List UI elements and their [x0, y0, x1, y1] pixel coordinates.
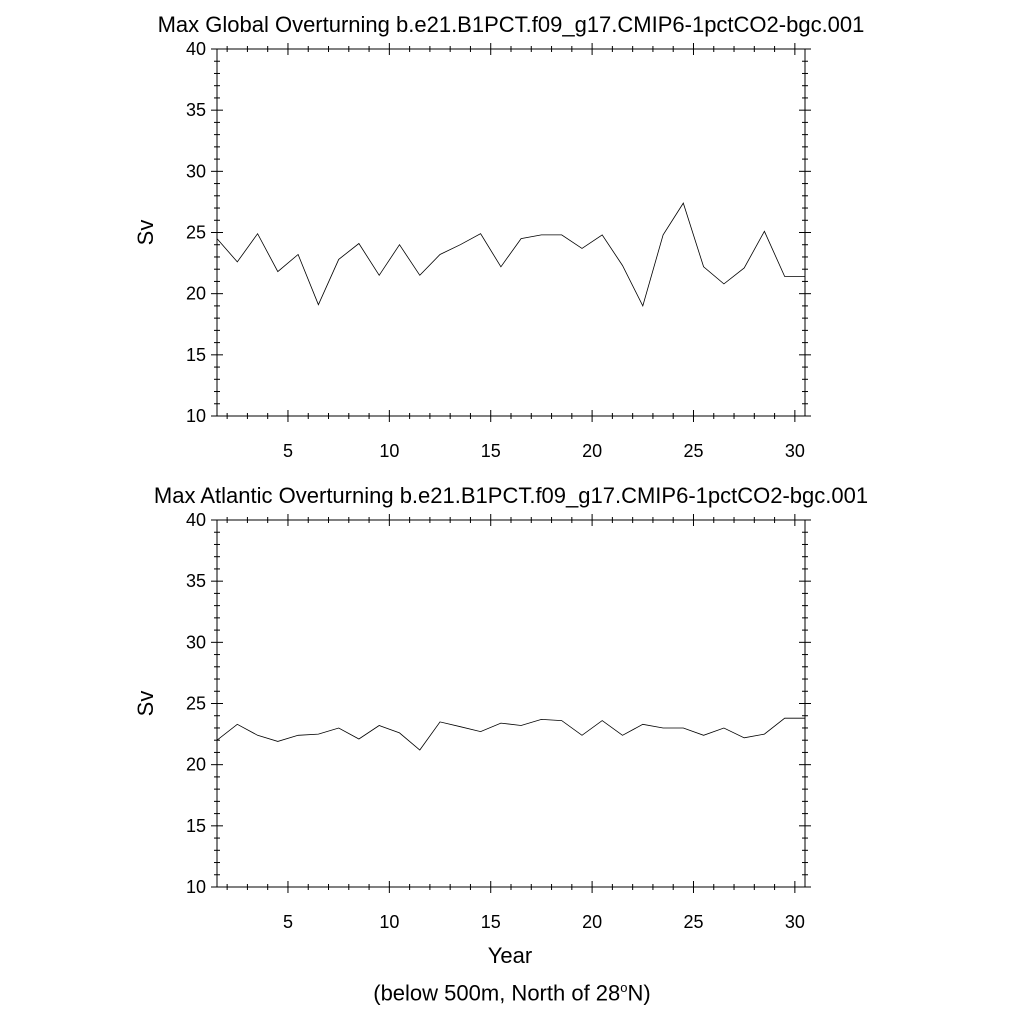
- global-xtick-label: 30: [785, 441, 805, 461]
- atlantic-plot-frame: [216, 519, 806, 888]
- atlantic-title: Max Atlantic Overturning b.e21.B1PCT.f09…: [154, 483, 868, 508]
- atlantic-xlabel: Year: [488, 943, 532, 968]
- footer-degree-superscript: o: [620, 980, 628, 995]
- global-plot-frame: [216, 48, 806, 417]
- global-ytick-label: 25: [186, 223, 206, 243]
- atlantic-ylabel: Sv: [133, 691, 158, 717]
- atlantic-xtick-label: 10: [379, 912, 399, 932]
- atlantic-ytick-label: 10: [186, 877, 206, 897]
- global-ylabel: Sv: [133, 220, 158, 246]
- global-ytick-label: 10: [186, 406, 206, 426]
- footer-suffix: N): [627, 980, 651, 1006]
- atlantic-ytick-label: 20: [186, 755, 206, 775]
- global-xtick-label: 15: [481, 441, 501, 461]
- atlantic-ytick-label: 35: [186, 571, 206, 591]
- global-ytick-label: 30: [186, 161, 206, 181]
- atlantic-overturning-panel: Max Atlantic Overturning b.e21.B1PCT.f09…: [133, 483, 868, 968]
- global-overturning-panel: Max Global Overturning b.e21.B1PCT.f09_g…: [133, 12, 864, 461]
- footer-note: (below 500m, North of 28oN): [0, 980, 1024, 1006]
- global-xtick-label: 10: [379, 441, 399, 461]
- atlantic-ytick-label: 30: [186, 632, 206, 652]
- atlantic-xtick-label: 20: [582, 912, 602, 932]
- atlantic-xtick-label: 15: [481, 912, 501, 932]
- global-series-line: [216, 202, 805, 307]
- atlantic-series-line: [216, 717, 805, 751]
- atlantic-ytick-label: 25: [186, 694, 206, 714]
- atlantic-xtick-label: 30: [785, 912, 805, 932]
- atlantic-ytick-label: 40: [186, 510, 206, 530]
- global-xtick-label: 5: [283, 441, 293, 461]
- global-ytick-label: 35: [186, 100, 206, 120]
- footer-prefix: (below 500m, North of 28: [373, 980, 621, 1006]
- global-title: Max Global Overturning b.e21.B1PCT.f09_g…: [158, 12, 865, 37]
- global-xtick-label: 25: [683, 441, 703, 461]
- global-ytick-label: 20: [186, 284, 206, 304]
- global-xtick-label: 20: [582, 441, 602, 461]
- atlantic-xtick-label: 25: [683, 912, 703, 932]
- global-ytick-label: 15: [186, 345, 206, 365]
- atlantic-ytick-label: 15: [186, 816, 206, 836]
- global-ytick-label: 40: [186, 39, 206, 59]
- atlantic-xtick-label: 5: [283, 912, 293, 932]
